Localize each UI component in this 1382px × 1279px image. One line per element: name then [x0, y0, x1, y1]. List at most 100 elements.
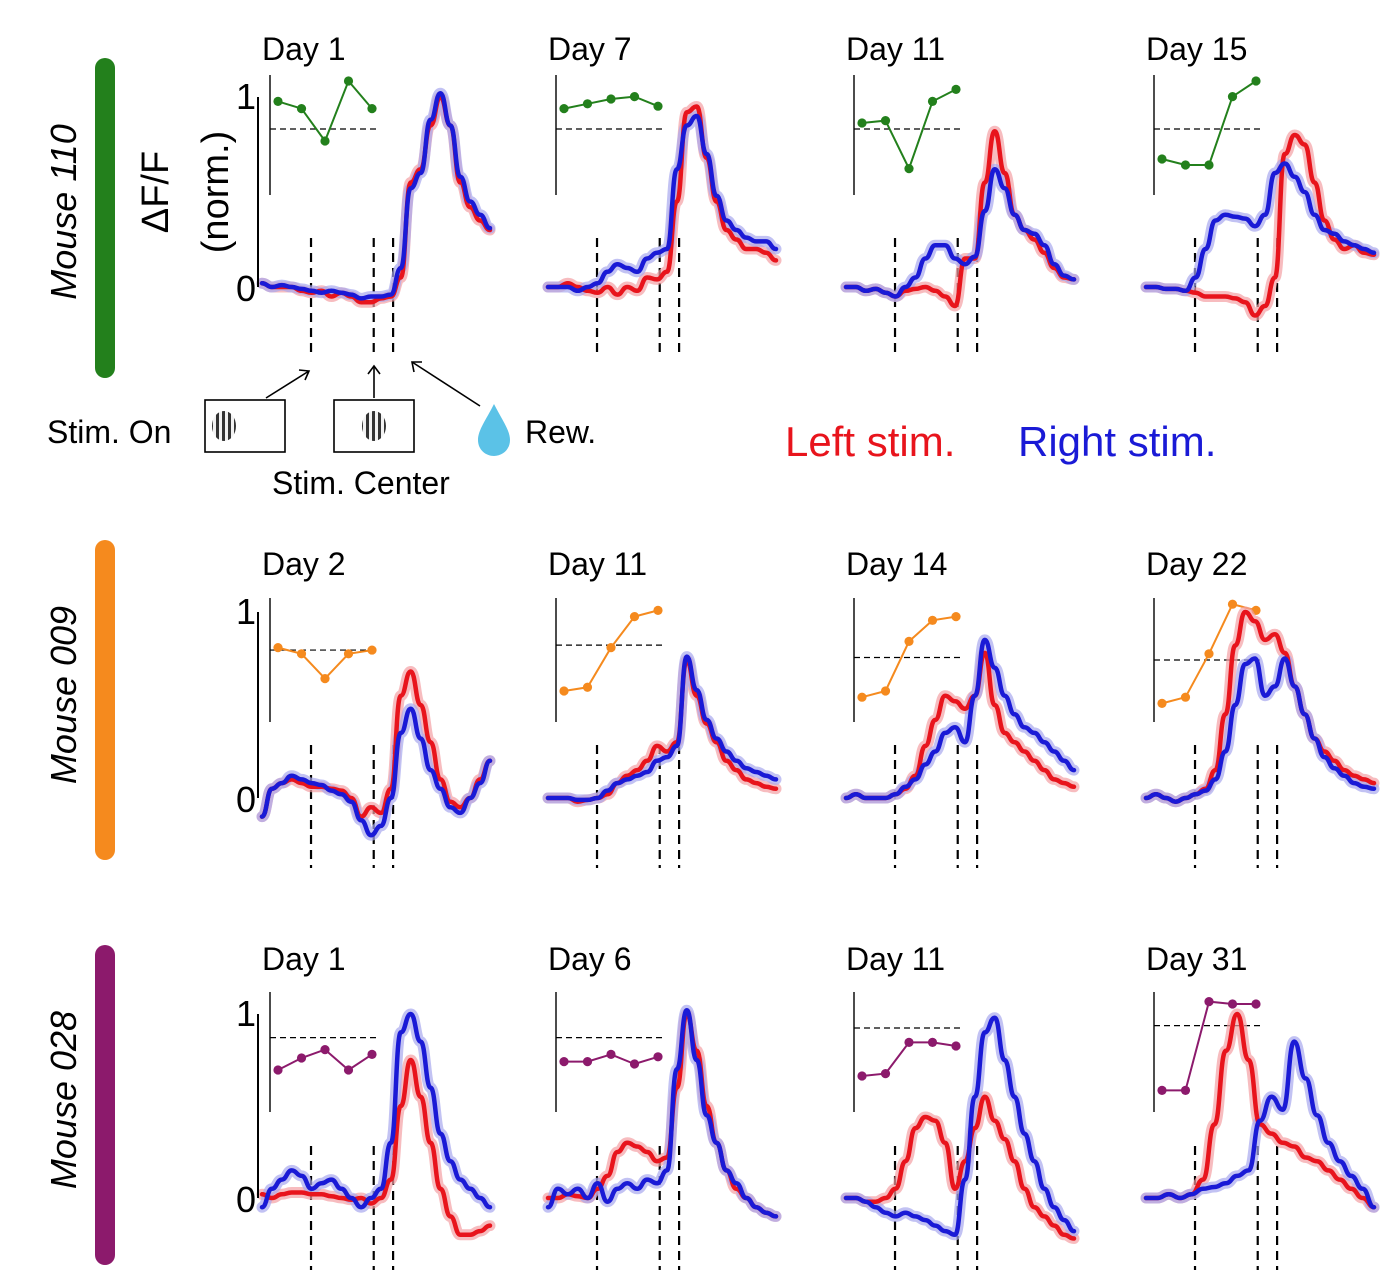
- right-stim-sem-band: [1140, 158, 1380, 297]
- ylabel-line1: ΔF/F: [135, 151, 177, 233]
- ytick-0: 0: [236, 1179, 256, 1220]
- inset-point: [606, 94, 616, 104]
- right-stim-sem-band: [542, 1004, 782, 1222]
- legend-left-stim: Left stim.: [785, 418, 955, 465]
- reward-arrowhead: [411, 361, 422, 373]
- left-stim-sem-band: [256, 666, 496, 823]
- left-stim-trace: [843, 1094, 1077, 1241]
- inset-point: [904, 1037, 914, 1047]
- inset-point: [857, 118, 867, 128]
- left-stim-sem-band: [542, 654, 782, 808]
- inset-point: [927, 615, 938, 625]
- left-stim-sem-band: [256, 1054, 496, 1241]
- stim-center-label: Stim. Center: [272, 465, 450, 501]
- right-stim-trace: [259, 1011, 493, 1210]
- inset-point: [629, 612, 640, 622]
- inset-point: [1251, 999, 1261, 1009]
- inset-point: [343, 1065, 354, 1075]
- inset-point: [320, 1045, 330, 1055]
- inset-point: [367, 104, 377, 114]
- right-stim-trace: [843, 166, 1077, 299]
- right-stim-trace: [1143, 161, 1377, 294]
- inset-point: [1227, 92, 1238, 102]
- ytick-0: 0: [236, 779, 256, 820]
- panel-title: Day 7: [548, 31, 632, 67]
- left-stim-sem-band: [542, 101, 782, 301]
- panel-mouse-110-day-1: Day 11 0: [236, 31, 496, 358]
- stim-center-grating-icon: [362, 411, 386, 441]
- right-stim-trace: [259, 706, 493, 838]
- inset-curve: [277, 646, 373, 681]
- inset-point: [904, 164, 914, 174]
- right-stim-trace: [259, 90, 493, 301]
- inset-point: [857, 1071, 867, 1081]
- panel-mouse-028-day-1: Day 11 0: [236, 941, 496, 1270]
- ytick-1: 1: [236, 76, 256, 117]
- inset-point: [606, 643, 616, 653]
- panel-title: Day 6: [548, 941, 632, 977]
- panel-mouse-028-day-11: Day 11: [840, 941, 1080, 1270]
- inset-curve: [1161, 80, 1257, 166]
- panel-mouse-028-day-31: Day 31: [1140, 941, 1380, 1270]
- panel-mouse-110-day-15: Day 15: [1140, 31, 1380, 358]
- right-stim-sem-band: [542, 110, 782, 297]
- panel-mouse-009-day-2: Day 21 0: [236, 546, 496, 868]
- inset-point: [951, 1041, 961, 1051]
- inset-point: [951, 612, 961, 622]
- panel-title: Day 2: [262, 546, 346, 582]
- stim-on-arrow: [265, 370, 310, 399]
- inset-point: [367, 645, 377, 655]
- right-stim-trace: [1143, 1039, 1377, 1210]
- panel-title: Day 11: [846, 941, 945, 977]
- inset-point: [951, 84, 961, 94]
- ylabel-line2: (norm.): [195, 131, 237, 253]
- panel-mouse-110-day-11: Day 11: [840, 31, 1080, 358]
- inset-point: [1180, 160, 1191, 170]
- ytick-1: 1: [236, 591, 256, 632]
- panel-title: Day 11: [548, 546, 647, 582]
- inset-point: [320, 674, 330, 684]
- left-stim-trace: [843, 128, 1077, 309]
- ytick-0: 0: [236, 268, 256, 309]
- mouse-028-label: Mouse 028: [43, 1011, 84, 1189]
- inset-point: [1157, 154, 1167, 164]
- inset-point: [1180, 692, 1191, 702]
- panel-title: Day 11: [846, 31, 945, 67]
- event-annotations: Stim. On Stim. Center Rew.: [47, 361, 596, 501]
- reward-label: Rew.: [525, 414, 596, 450]
- panel-title: Day 15: [1146, 31, 1247, 67]
- inset-point: [653, 605, 663, 616]
- inset-point: [927, 1037, 938, 1047]
- inset-point: [582, 99, 593, 109]
- mouse-110-color-bar: [95, 58, 115, 378]
- inset-point: [653, 101, 663, 111]
- inset-point: [1180, 1085, 1191, 1095]
- inset-point: [273, 1065, 283, 1075]
- inset-point: [880, 1069, 891, 1079]
- inset-point: [927, 96, 938, 106]
- inset-point: [629, 1059, 640, 1069]
- water-drop-icon: [478, 404, 510, 456]
- right-stim-trace: [545, 113, 779, 294]
- reward-arrow: [411, 361, 481, 407]
- inset-point: [653, 1052, 663, 1062]
- inset-point: [1157, 698, 1167, 709]
- inset-point: [904, 636, 914, 647]
- stim-on-label: Stim. On: [47, 414, 171, 450]
- panel-mouse-110-day-7: Day 7: [542, 31, 782, 358]
- mouse-028-color-bar: [95, 945, 115, 1265]
- inset-point: [1157, 1085, 1167, 1095]
- stim-on-grating-icon: [212, 411, 236, 441]
- inset-point: [582, 682, 593, 692]
- inset-point: [857, 692, 867, 702]
- inset-point: [559, 1057, 569, 1067]
- inset-point: [1227, 999, 1238, 1009]
- inset-point: [320, 136, 330, 146]
- inset-point: [1204, 160, 1214, 170]
- right-stim-trace: [1143, 656, 1377, 804]
- right-stim-trace: [545, 654, 779, 803]
- inset-point: [629, 92, 640, 102]
- left-stim-trace: [259, 1057, 493, 1238]
- inset-point: [559, 686, 569, 696]
